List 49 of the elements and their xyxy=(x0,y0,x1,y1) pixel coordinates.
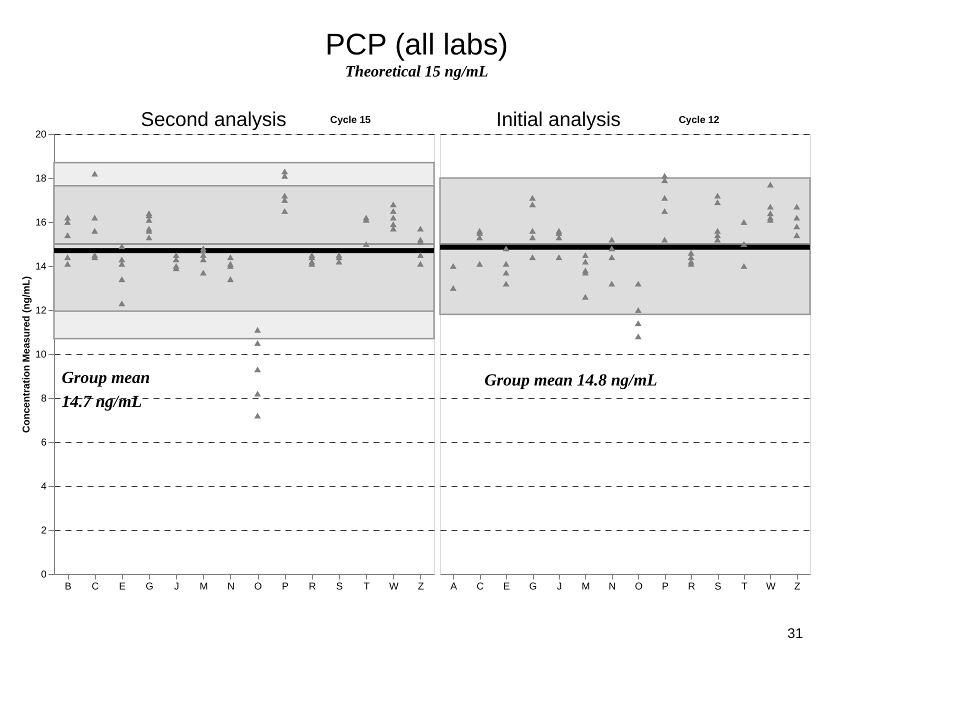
x-tick-label: P xyxy=(282,582,289,592)
x-tick-label: E xyxy=(503,582,510,592)
x-tick-label: M xyxy=(200,582,208,592)
x-tick-label: C xyxy=(92,582,99,592)
text: Initial analysis xyxy=(496,109,621,131)
y-tick-label: 14 xyxy=(35,262,47,272)
y-tick-label: 2 xyxy=(40,526,47,536)
x-tick-label: T xyxy=(741,582,748,592)
x-tick-label: W xyxy=(766,582,776,592)
x-tick-label: C xyxy=(476,582,484,592)
x-tick-label: G xyxy=(146,582,154,592)
x-tick-label: J xyxy=(556,582,562,592)
y-axis-title: Concentration Measured (ng/mL) xyxy=(21,276,32,433)
y-tick-label: 16 xyxy=(35,218,47,228)
text: Cycle 15 xyxy=(330,115,372,126)
x-tick-label: R xyxy=(688,582,696,592)
x-tick-label: T xyxy=(364,582,370,592)
x-tick-label: O xyxy=(254,582,262,592)
x-tick-label: S xyxy=(714,582,722,592)
x-tick-label: O xyxy=(634,582,643,592)
x-tick-label: Z xyxy=(794,582,800,592)
x-tick-label: A xyxy=(450,582,458,592)
x-tick-label: B xyxy=(64,582,72,592)
text: Second analysis xyxy=(140,109,286,131)
x-tick-label: N xyxy=(227,582,235,592)
y-tick-label: 10 xyxy=(35,350,47,360)
y-tick-label: 4 xyxy=(40,482,47,492)
y-tick-label: 20 xyxy=(35,130,47,140)
y-tick-label: 18 xyxy=(35,174,47,184)
x-tick-label: N xyxy=(608,582,616,592)
annotation: Group mean 14.7 ng/mL xyxy=(62,368,150,411)
chart-subtitle: Theoretical 15 ng/mL xyxy=(345,64,488,80)
x-tick-label: J xyxy=(174,582,180,592)
x-tick-label: S xyxy=(336,582,344,592)
y-tick-label: 8 xyxy=(40,394,47,404)
y-tick-label: 6 xyxy=(40,438,47,448)
x-tick-label: W xyxy=(389,582,400,592)
x-tick-label: P xyxy=(662,582,669,592)
x-tick-label: G xyxy=(529,582,538,592)
y-tick-label: 0 xyxy=(40,570,47,580)
x-tick-label: M xyxy=(582,582,590,592)
text: Cycle 12 xyxy=(678,115,720,126)
annotation: Group mean 14.8 ng/mL xyxy=(484,370,658,390)
x-tick-label: E xyxy=(119,582,126,592)
chart-title: PCP (all labs) xyxy=(325,28,508,62)
x-tick-label: Z xyxy=(418,582,424,592)
x-tick-label: R xyxy=(308,582,316,592)
y-tick-label: 12 xyxy=(35,306,47,316)
text: 31 xyxy=(787,625,804,641)
